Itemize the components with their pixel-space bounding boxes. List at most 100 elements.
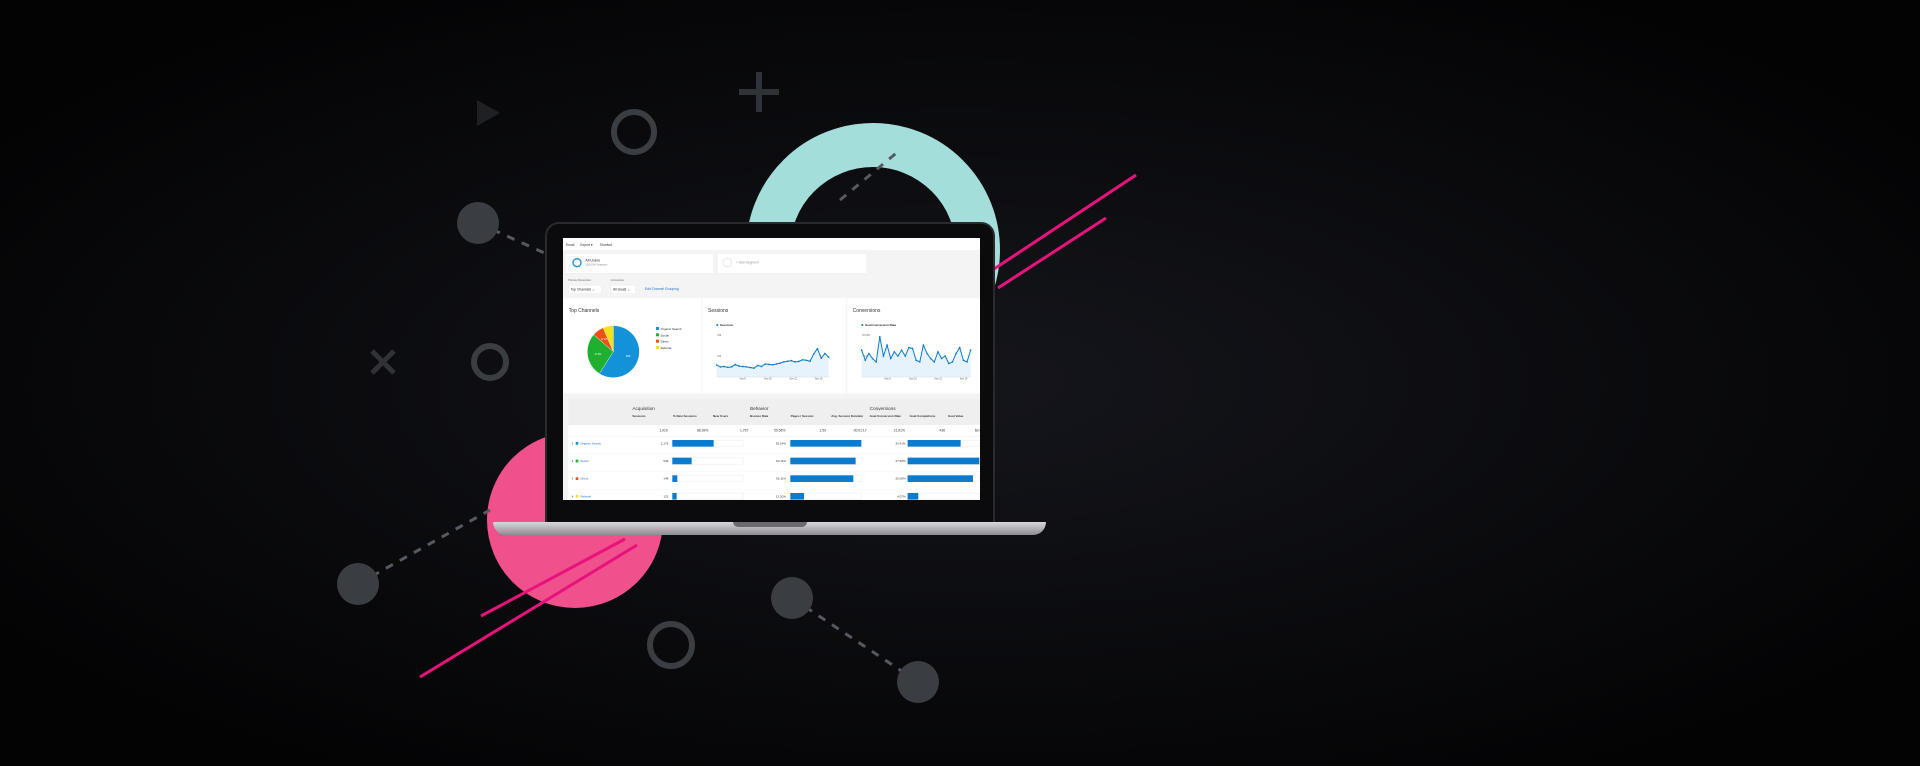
data-point[interactable] (786, 360, 789, 363)
channel-link[interactable]: Direct (580, 476, 589, 481)
data-point[interactable] (745, 366, 748, 368)
data-point[interactable] (756, 364, 759, 367)
data-point[interactable] (801, 358, 804, 361)
data-point[interactable] (878, 335, 881, 338)
primary-dimension-dropdown[interactable]: Top Channels ⌄ (568, 284, 602, 294)
column-header[interactable]: Goal Value (947, 414, 964, 418)
data-point[interactable] (929, 357, 932, 360)
data-point[interactable] (775, 363, 778, 365)
email-button[interactable]: Email (565, 243, 575, 247)
data-point[interactable] (966, 361, 968, 363)
y-tick-label: 50.00% (862, 335, 870, 337)
data-point[interactable] (809, 360, 811, 363)
data-point[interactable] (922, 344, 925, 346)
data-point[interactable] (797, 360, 800, 363)
data-point[interactable] (723, 365, 725, 368)
data-point[interactable] (741, 365, 744, 368)
data-point[interactable] (768, 363, 770, 366)
data-point[interactable] (955, 352, 957, 355)
data-point[interactable] (951, 361, 954, 363)
data-point[interactable] (868, 352, 870, 355)
data-point[interactable] (764, 363, 767, 365)
data-point[interactable] (969, 349, 972, 351)
data-point[interactable] (947, 362, 950, 365)
data-point[interactable] (933, 361, 936, 363)
data-point[interactable] (734, 363, 737, 366)
data-point[interactable] (790, 359, 793, 362)
data-point[interactable] (719, 366, 722, 368)
column-header[interactable]: New Users (712, 414, 729, 418)
data-point[interactable] (897, 355, 899, 357)
data-point[interactable] (871, 357, 874, 360)
export-button[interactable]: Export ▾ (580, 243, 593, 247)
column-header[interactable]: Sessions (632, 414, 646, 418)
data-point[interactable] (812, 353, 815, 355)
conversion-bar (907, 492, 919, 500)
data-point[interactable] (827, 356, 830, 358)
data-point[interactable] (940, 357, 943, 360)
data-point[interactable] (908, 346, 910, 349)
data-point[interactable] (915, 359, 917, 362)
data-point[interactable] (944, 355, 947, 357)
data-point[interactable] (730, 366, 733, 368)
data-point[interactable] (937, 350, 939, 353)
data-point[interactable] (958, 346, 961, 349)
data-point[interactable] (864, 359, 867, 362)
data-point[interactable] (824, 352, 826, 355)
data-point[interactable] (715, 364, 718, 366)
data-point[interactable] (926, 352, 928, 355)
bounce-rate-cell: 60.11% (776, 459, 786, 463)
column-header[interactable]: Bounce Rate (749, 414, 769, 418)
data-point[interactable] (794, 361, 796, 363)
pie-slice-referral[interactable] (602, 325, 614, 352)
data-point[interactable] (911, 347, 914, 350)
data-point[interactable] (886, 344, 888, 346)
data-point[interactable] (760, 365, 763, 368)
legend-item: Referral (655, 345, 682, 352)
data-point[interactable] (779, 362, 781, 364)
pie-slice-social[interactable] (587, 334, 614, 374)
data-point[interactable] (893, 350, 896, 353)
data-point[interactable] (900, 349, 903, 351)
data-point[interactable] (860, 349, 863, 351)
column-header[interactable]: % New Sessions (672, 414, 697, 418)
totals-cell: 00:01:17 (853, 428, 867, 433)
data-point[interactable] (875, 361, 878, 363)
conversion-label: Conversion: (610, 278, 625, 282)
sessions-bar (672, 457, 692, 465)
column-header[interactable]: Avg. Session Duration (831, 414, 864, 418)
sessions-cell: 1,179 (660, 441, 669, 445)
data-point[interactable] (882, 355, 885, 357)
data-point[interactable] (738, 365, 740, 367)
top-channels-panel: Top Channels 59% 27.3% 11.4% Organic Searc… (563, 298, 702, 394)
channel-link[interactable]: Organic Search (580, 441, 602, 445)
channel-link[interactable]: Referral (580, 494, 592, 498)
column-header[interactable]: Goal Conversion Rate (869, 414, 901, 418)
data-point[interactable] (889, 357, 892, 360)
sessions-bar (672, 475, 678, 482)
data-point[interactable] (904, 355, 907, 357)
legend-label: Social (660, 333, 669, 337)
column-header[interactable]: Goal Completions (909, 414, 936, 418)
pie-slice-organic-search[interactable] (599, 325, 640, 378)
data-point[interactable] (962, 359, 965, 362)
channel-link[interactable]: Social (580, 459, 589, 463)
shortcut-button[interactable]: Shortcut (599, 243, 613, 247)
data-point[interactable] (771, 363, 774, 366)
channel-swatch (575, 494, 579, 498)
conversion-dropdown[interactable]: All Goals ⌄ (610, 284, 636, 294)
data-point[interactable] (805, 359, 808, 362)
bounce-bar (790, 492, 804, 500)
data-point[interactable] (749, 366, 752, 369)
edit-channel-grouping-link[interactable]: Edit Channel Grouping (644, 287, 679, 291)
segment-all-users[interactable]: All Users 100.00% Sessions (564, 253, 714, 274)
data-point[interactable] (727, 366, 729, 369)
data-point[interactable] (783, 361, 785, 363)
data-point[interactable] (820, 357, 823, 359)
data-point[interactable] (753, 367, 755, 370)
data-point[interactable] (816, 347, 819, 350)
add-segment-button[interactable]: + Add Segment (717, 253, 867, 274)
data-point[interactable] (918, 361, 921, 363)
column-header[interactable]: Pages / Session (790, 414, 814, 418)
panel-title: Top Channels (568, 307, 600, 314)
